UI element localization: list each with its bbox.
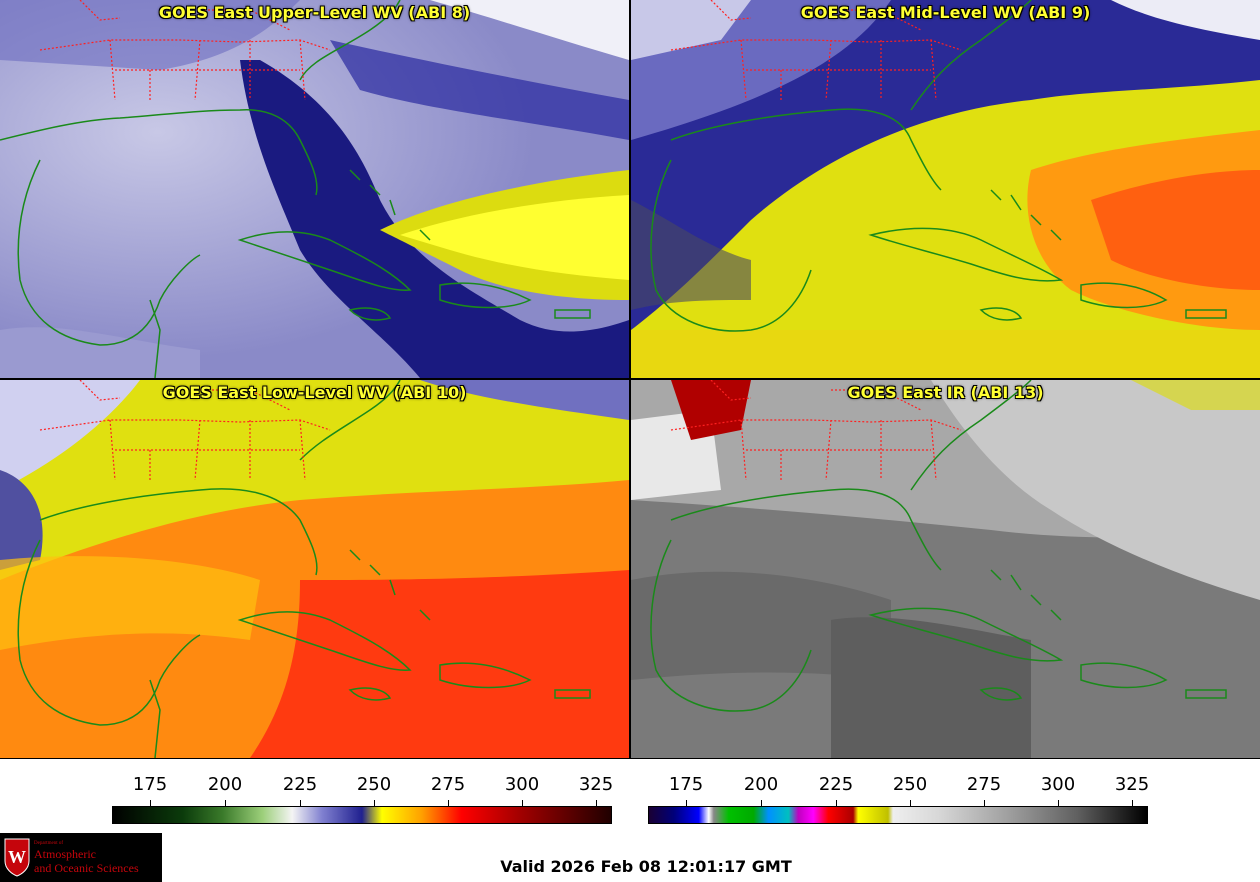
satellite-panels: GOES East Upper-Level WV (ABI 8) GOE — [0, 0, 1260, 759]
colorbar-ir: 175 200 225 250 275 300 325 — [648, 766, 1150, 828]
logo-dept-text: Department of — [34, 841, 64, 846]
logo-line-1: Atmospheric — [34, 847, 96, 861]
colorbar-ir-tick: 200 — [743, 774, 779, 795]
panel-title-upper-level-wv: GOES East Upper-Level WV (ABI 8) — [158, 3, 471, 22]
valid-time: Valid 2026 Feb 08 12:01:17 GMT — [500, 857, 792, 876]
panel-low-level-wv: GOES East Low-Level WV (ABI 10) — [0, 379, 630, 759]
mid-level-wv-image — [631, 0, 1260, 378]
colorbar-ir-tick: 175 — [668, 774, 704, 795]
low-level-wv-image — [0, 380, 629, 758]
colorbar-wv-gradient — [112, 806, 612, 824]
colorbar-ir-gradient — [648, 806, 1148, 824]
colorbar-wv-tick: 250 — [356, 774, 392, 795]
colorbar-ir-tick: 325 — [1114, 774, 1150, 795]
colorbar-ir-tick: 225 — [818, 774, 854, 795]
colorbar-wv: 175 200 225 250 275 300 325 — [112, 766, 614, 828]
logo-line-2: and Oceanic Sciences — [34, 861, 139, 875]
colorbar-ir-ticks: 175 200 225 250 275 300 325 — [648, 766, 1150, 806]
upper-level-wv-image — [0, 0, 629, 378]
ir-image — [631, 380, 1260, 758]
panel-title-mid-level-wv: GOES East Mid-Level WV (ABI 9) — [800, 3, 1091, 22]
colorbar-ir-tick: 275 — [966, 774, 1002, 795]
aos-logo[interactable]: W Department of Atmospheric and Oceanic … — [0, 833, 162, 882]
uw-shield-icon: W — [4, 838, 30, 877]
panel-upper-level-wv: GOES East Upper-Level WV (ABI 8) — [0, 0, 630, 379]
colorbar-wv-tick: 175 — [132, 774, 168, 795]
panel-ir: GOES East IR (ABI 13) — [630, 379, 1260, 759]
colorbar-wv-tick: 325 — [578, 774, 614, 795]
colorbar-ir-tick: 300 — [1040, 774, 1076, 795]
colorbar-ir-tick: 250 — [892, 774, 928, 795]
shield-letter: W — [8, 847, 26, 867]
panel-title-ir: GOES East IR (ABI 13) — [847, 383, 1044, 402]
colorbar-wv-tick: 200 — [207, 774, 243, 795]
colorbar-wv-tick: 300 — [504, 774, 540, 795]
colorbar-wv-ticks: 175 200 225 250 275 300 325 — [112, 766, 614, 806]
panel-title-low-level-wv: GOES East Low-Level WV (ABI 10) — [162, 383, 467, 402]
colorbar-wv-tick: 225 — [282, 774, 318, 795]
panel-mid-level-wv: GOES East Mid-Level WV (ABI 9) — [630, 0, 1260, 379]
colorbar-wv-tick: 275 — [430, 774, 466, 795]
